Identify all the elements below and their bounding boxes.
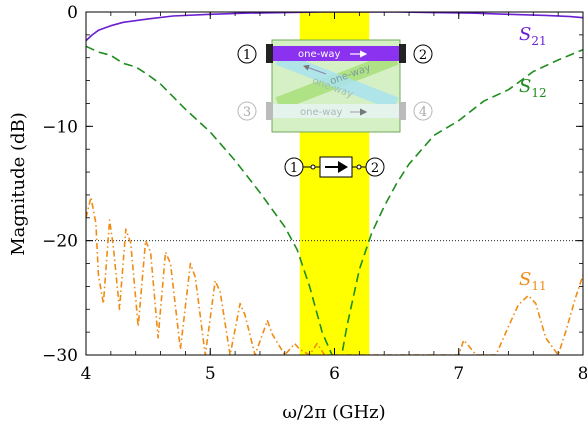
y-tick-label: −30 xyxy=(42,346,78,366)
x-tick-label: 7 xyxy=(453,364,464,384)
y-axis-label: Magnitude (dB) xyxy=(8,112,29,256)
series-line-s11 xyxy=(86,196,583,355)
series-label-s11: S11 xyxy=(519,269,547,293)
port-4-circle xyxy=(413,101,433,121)
x-tick-label: 8 xyxy=(578,364,587,384)
y-tick-label: −10 xyxy=(42,117,78,137)
inset-port-4-connector xyxy=(399,102,406,120)
y-tick-label: 0 xyxy=(67,3,78,23)
inset-port-3-connector xyxy=(266,102,273,120)
inset-path-3-to-4 xyxy=(270,104,402,118)
port-1-circle xyxy=(237,44,257,64)
symbol-port-2-label: 2 xyxy=(371,161,379,176)
symbol-port-1-label: 1 xyxy=(290,161,298,176)
x-axis-label: ω/2π (GHz) xyxy=(282,402,385,423)
port-1-label: 1 xyxy=(243,48,251,63)
isolator-arrow-icon xyxy=(338,161,348,173)
inset-path-1-to-2 xyxy=(270,46,402,61)
port-4-label: 4 xyxy=(419,105,427,120)
x-tick-label: 6 xyxy=(329,364,340,384)
inset-port-2-connector xyxy=(399,44,406,63)
device-inset-diagram: one-way one-way one-way one-way 1 2 3 4 xyxy=(237,39,433,133)
series-label-s12: S12 xyxy=(519,76,547,100)
isolator-symbol: 1 2 xyxy=(284,156,385,178)
y-tick-label: −20 xyxy=(42,232,78,252)
port-3-circle xyxy=(237,101,257,121)
port-2-circle xyxy=(413,44,433,64)
inset-arrow-diag-icon xyxy=(303,64,327,75)
symbol-port-2-circle xyxy=(365,157,385,177)
inset-port-1-connector xyxy=(266,44,273,63)
port-2-label: 2 xyxy=(419,48,427,63)
x-tick-label: 5 xyxy=(205,364,216,384)
x-tick-label: 4 xyxy=(81,364,92,384)
symbol-terminal-left xyxy=(310,164,316,170)
inset-path-1-to-4 xyxy=(275,51,399,111)
inset-path-label-1-2: one-way xyxy=(298,49,341,60)
inset-path-label-3-4: one-way xyxy=(300,107,343,118)
series-line-s12 xyxy=(86,45,583,355)
port-3-label: 3 xyxy=(243,105,251,120)
symbol-terminal-right xyxy=(356,164,362,170)
series-label-s21: S21 xyxy=(519,24,547,48)
